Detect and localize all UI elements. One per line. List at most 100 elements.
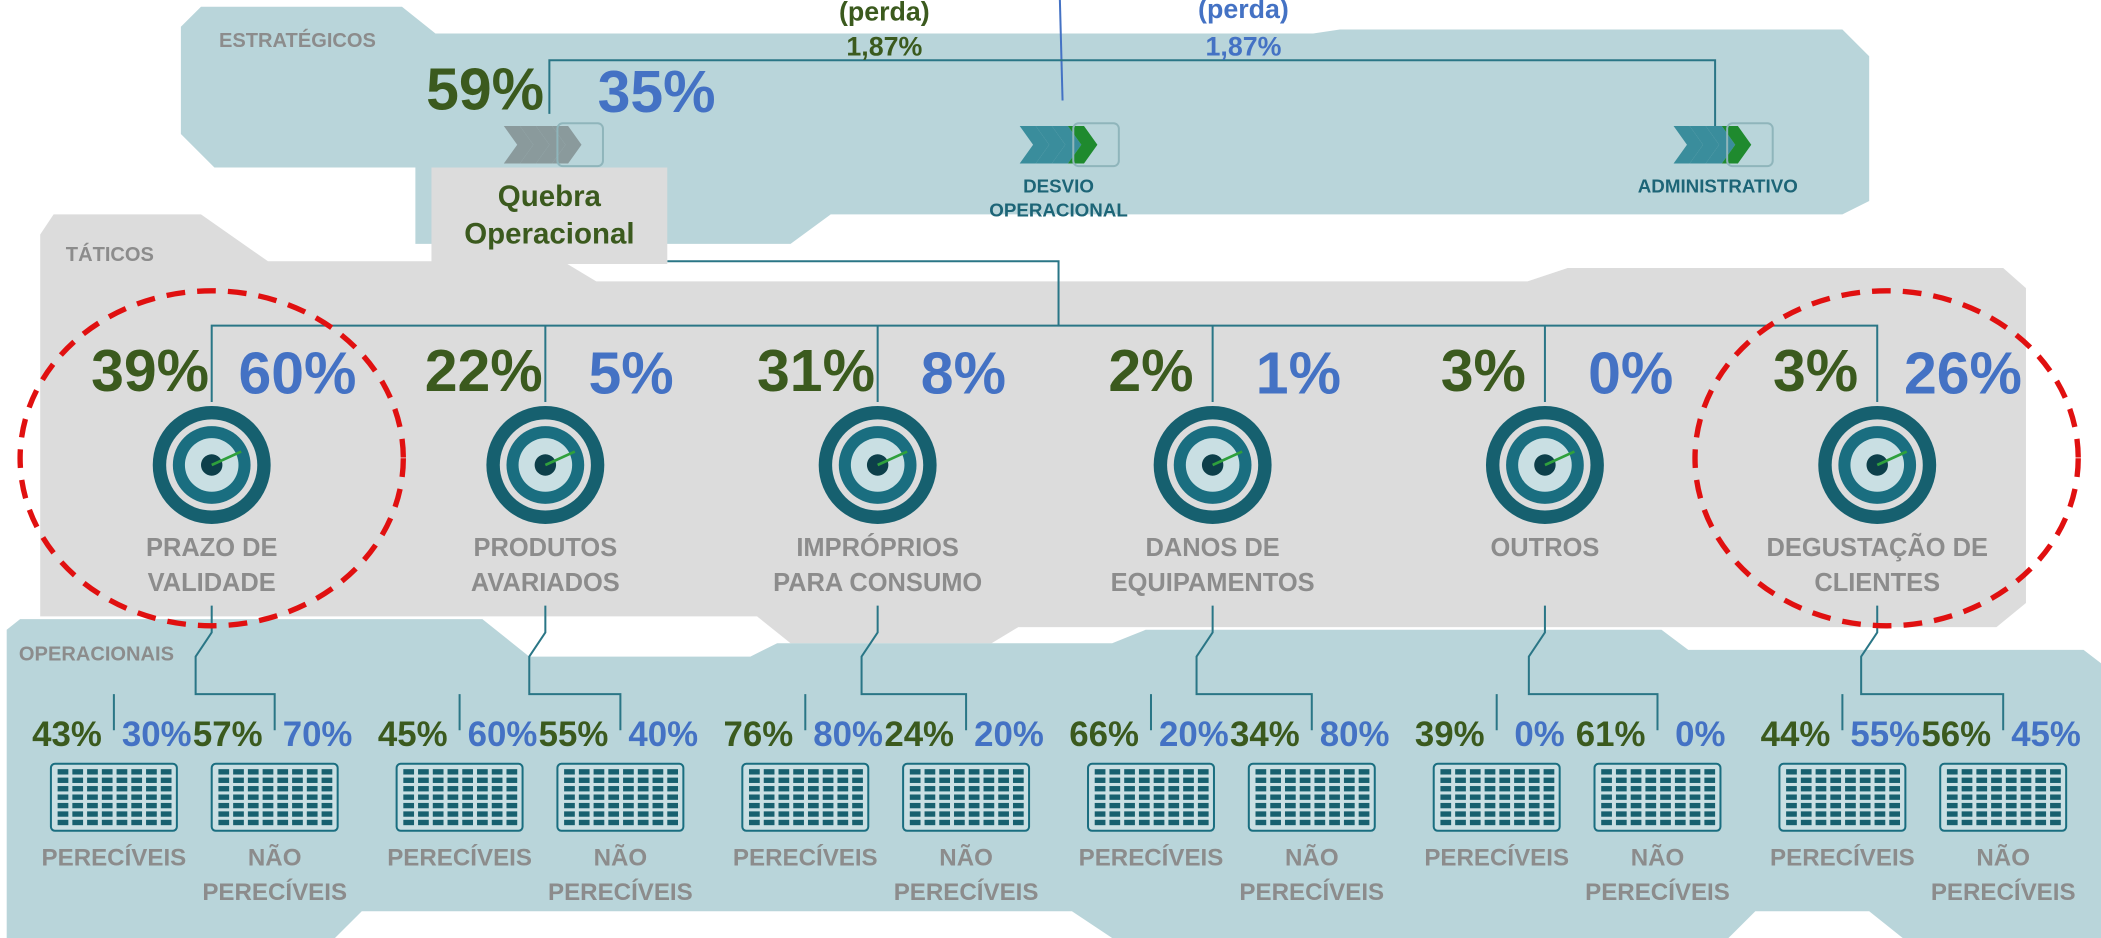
shelf-cell: [477, 778, 488, 783]
shelf-cell: [653, 794, 664, 799]
node-label: NÃO: [594, 843, 648, 871]
shelf-cell: [1499, 778, 1510, 783]
shelf-cell: [433, 794, 444, 799]
shelf-cell: [477, 820, 488, 825]
shelf-cell: [233, 778, 244, 783]
shelf-cell: [1139, 811, 1150, 816]
shelf-cell: [1124, 811, 1135, 816]
shelf-cell: [1704, 820, 1715, 825]
shelf-cell: [1124, 794, 1135, 799]
shelf-cell: [506, 778, 517, 783]
shelf-cell: [161, 778, 172, 783]
shelf-cell: [1529, 786, 1540, 791]
shelf-cell: [1440, 803, 1451, 808]
percent: 43%: [32, 715, 102, 754]
percent: 44%: [1761, 715, 1831, 754]
percent: 24%: [884, 715, 954, 754]
shelf-cell: [1616, 786, 1627, 791]
shelf-cell: [403, 803, 414, 808]
shelf-cell: [2035, 778, 2046, 783]
shelf-cell: [462, 811, 473, 816]
shelf-cell: [1875, 820, 1886, 825]
shelf-cell: [131, 811, 142, 816]
shelf-cell: [998, 811, 1009, 816]
shelf-cell: [1455, 803, 1466, 808]
shelf-cell: [623, 778, 634, 783]
shelf-cell: [608, 769, 619, 774]
shelf-cell: [1830, 820, 1841, 825]
shelf-cell: [87, 769, 98, 774]
node-label: PERECÍVEIS: [1239, 878, 1384, 906]
note: (perda): [839, 0, 930, 26]
shelf-cell: [146, 794, 157, 799]
shelf-cell: [1816, 794, 1827, 799]
shelf-cell: [638, 778, 649, 783]
shelf-cell: [778, 778, 789, 783]
shelf-cell: [653, 820, 664, 825]
shelf-cell: [749, 811, 760, 816]
shelf-cell: [667, 803, 678, 808]
shelf-cell: [1704, 803, 1715, 808]
shelf-cell: [837, 786, 848, 791]
shelf-cell: [998, 803, 1009, 808]
shelf-cell: [403, 811, 414, 816]
shelf-cell: [1631, 778, 1642, 783]
shelf-cell: [1455, 794, 1466, 799]
shelf-cell: [1875, 769, 1886, 774]
shelf-cell: [292, 811, 303, 816]
shelf-cell: [1786, 769, 1797, 774]
node-label: VALIDADE: [148, 569, 276, 597]
shelf-cell: [1889, 794, 1900, 799]
shelf-cell: [954, 803, 965, 808]
shelf-cell: [2006, 803, 2017, 808]
shelf-cell: [910, 794, 921, 799]
shelf-cell: [1300, 803, 1311, 808]
shelf-cell: [778, 811, 789, 816]
shelf-cell: [433, 786, 444, 791]
shelf-cell: [1256, 778, 1267, 783]
shelf-cell: [1631, 794, 1642, 799]
shelf-cell: [492, 786, 503, 791]
shelf-cell: [984, 794, 995, 799]
section-label: OPERACIONAIS: [19, 644, 174, 666]
shelf-cell: [910, 778, 921, 783]
shelf-cell: [653, 778, 664, 783]
shelf-cell: [1485, 820, 1496, 825]
shelf-cell: [579, 803, 590, 808]
percent: 56%: [1921, 715, 1991, 754]
shelf-cell: [925, 769, 936, 774]
shelf-cell: [793, 811, 804, 816]
shelf-cell: [778, 820, 789, 825]
shelf-cell: [146, 811, 157, 816]
shelf-cell: [594, 778, 605, 783]
shelf-cell: [102, 786, 113, 791]
shelf-cell: [433, 820, 444, 825]
shelf-cell: [837, 811, 848, 816]
shelf-cell: [1845, 811, 1856, 816]
percent: 76%: [724, 715, 794, 754]
shelf-cell: [969, 778, 980, 783]
shelf-cell: [638, 769, 649, 774]
shelf-cell: [1359, 794, 1370, 799]
shelf-cell: [1285, 769, 1296, 774]
shelf-cell: [2006, 794, 2017, 799]
shelf-cell: [764, 820, 775, 825]
node-label: PERECÍVEIS: [1770, 843, 1915, 871]
shelf-cell: [998, 769, 1009, 774]
shelf-cell: [998, 786, 1009, 791]
shelf-cell: [87, 811, 98, 816]
shelf-cell: [1514, 794, 1525, 799]
shelf-cell: [1168, 794, 1179, 799]
shelf-cell: [1976, 803, 1987, 808]
shelf-cell: [1845, 769, 1856, 774]
shelf-cell: [1660, 778, 1671, 783]
shelf-cell: [1704, 794, 1715, 799]
shelf-cell: [1256, 820, 1267, 825]
shelf-cell: [403, 769, 414, 774]
shelf-cell: [823, 820, 834, 825]
shelf-cell: [1154, 820, 1165, 825]
shelf-cell: [506, 794, 517, 799]
shelf-cell: [448, 803, 459, 808]
shelf-cell: [1440, 786, 1451, 791]
shelf-cell: [1013, 811, 1024, 816]
